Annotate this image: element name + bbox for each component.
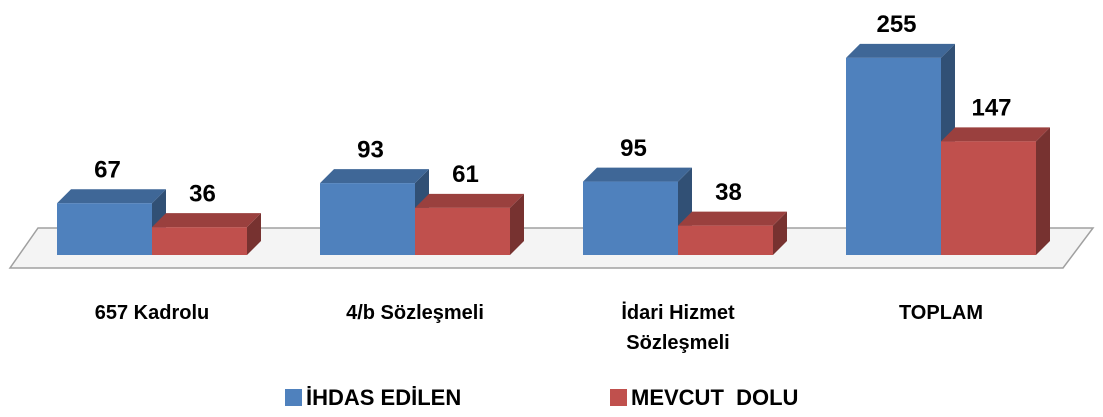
bar (941, 127, 1050, 255)
legend-label: İHDAS EDİLEN (306, 385, 461, 410)
category-label: İdari Hizmet Sözleşmeli (621, 302, 735, 354)
bar (583, 167, 692, 255)
category-label: 4/b Sözleşmeli (346, 302, 484, 324)
value-label: 255 (876, 11, 916, 38)
value-label: 95 (620, 135, 647, 162)
bar-front (57, 203, 152, 255)
bar-front (583, 181, 678, 255)
legend-label: MEVCUT DOLU (631, 385, 798, 410)
value-label: 93 (357, 136, 384, 163)
bar-top (941, 127, 1050, 142)
bar-side (247, 213, 261, 255)
bar-top (678, 211, 787, 226)
bar-side (1036, 127, 1050, 255)
bar (846, 43, 955, 256)
value-label: 38 (715, 179, 742, 206)
value-label: 147 (971, 95, 1011, 122)
bar-top (152, 213, 261, 228)
category-label: TOPLAM (898, 302, 984, 324)
bar-side (773, 211, 787, 255)
bar-front (415, 207, 510, 255)
value-label: 36 (189, 181, 216, 208)
category-label: 657 Kadrolu (94, 302, 210, 324)
bar (678, 211, 787, 255)
bar-front (152, 227, 247, 255)
bar-front (320, 183, 415, 255)
bar-top (320, 169, 429, 184)
value-label: 61 (452, 161, 479, 188)
bar-top (583, 167, 692, 182)
bar (415, 193, 524, 255)
bar-side (510, 193, 524, 255)
bar-top (57, 189, 166, 204)
bar-front (678, 225, 773, 255)
bar-top (415, 193, 524, 208)
bar-front (846, 57, 941, 256)
bar-top (846, 43, 955, 58)
bar (320, 169, 429, 255)
bar (57, 189, 166, 255)
bar-front (941, 141, 1036, 255)
bar (152, 213, 261, 255)
legend-swatch (610, 389, 627, 406)
legend-swatch (285, 389, 302, 406)
value-label: 67 (94, 157, 121, 184)
